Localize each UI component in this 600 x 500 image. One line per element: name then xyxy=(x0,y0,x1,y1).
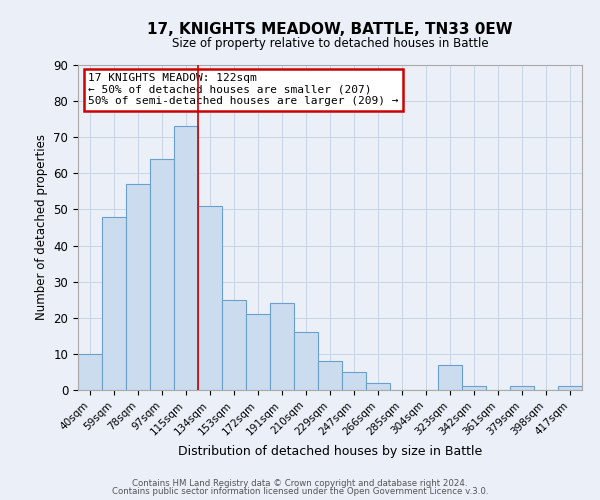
Bar xyxy=(102,216,126,390)
Bar xyxy=(174,126,198,390)
Text: Size of property relative to detached houses in Battle: Size of property relative to detached ho… xyxy=(172,38,488,51)
Bar xyxy=(318,361,342,390)
Bar xyxy=(246,314,270,390)
Bar xyxy=(126,184,150,390)
Bar xyxy=(462,386,486,390)
Text: 17, KNIGHTS MEADOW, BATTLE, TN33 0EW: 17, KNIGHTS MEADOW, BATTLE, TN33 0EW xyxy=(147,22,513,38)
Bar xyxy=(366,383,390,390)
Text: Contains HM Land Registry data © Crown copyright and database right 2024.: Contains HM Land Registry data © Crown c… xyxy=(132,478,468,488)
Bar xyxy=(438,364,462,390)
Bar xyxy=(150,159,174,390)
Bar xyxy=(222,300,246,390)
Y-axis label: Number of detached properties: Number of detached properties xyxy=(35,134,48,320)
Bar xyxy=(270,304,294,390)
Bar xyxy=(510,386,534,390)
Bar xyxy=(78,354,102,390)
Bar xyxy=(294,332,318,390)
Bar xyxy=(558,386,582,390)
Text: Contains public sector information licensed under the Open Government Licence v.: Contains public sector information licen… xyxy=(112,487,488,496)
Text: 17 KNIGHTS MEADOW: 122sqm
← 50% of detached houses are smaller (207)
50% of semi: 17 KNIGHTS MEADOW: 122sqm ← 50% of detac… xyxy=(88,73,398,106)
Bar xyxy=(342,372,366,390)
Bar xyxy=(198,206,222,390)
X-axis label: Distribution of detached houses by size in Battle: Distribution of detached houses by size … xyxy=(178,445,482,458)
